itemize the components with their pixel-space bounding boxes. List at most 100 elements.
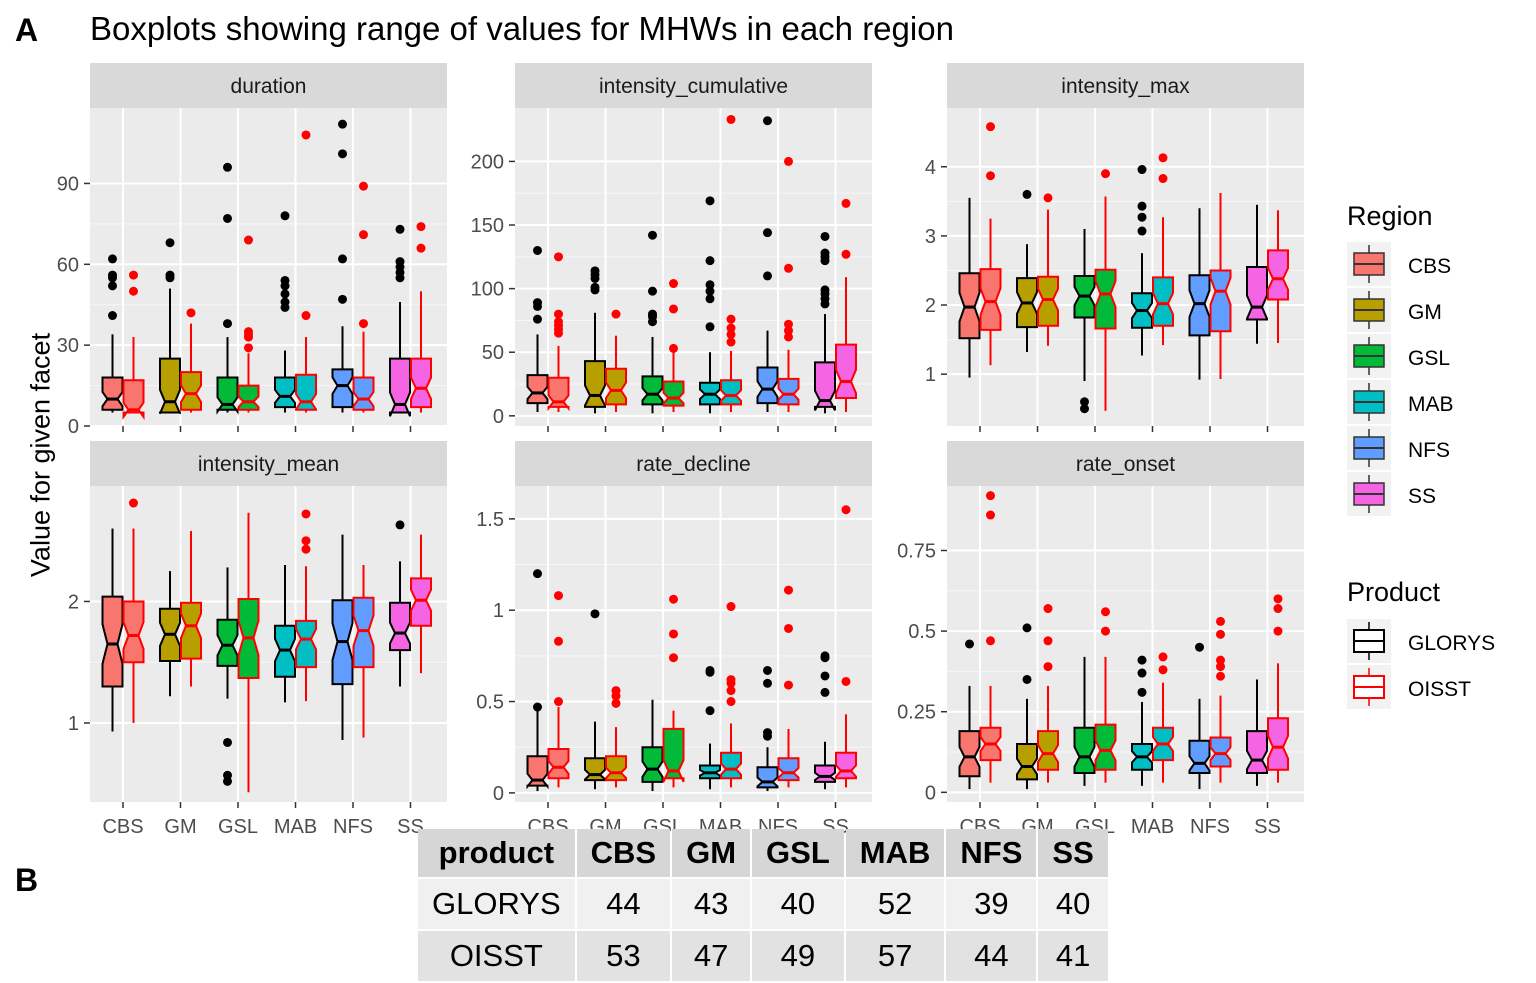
box-glorys-gm [1016,623,1038,790]
facet-duration: duration0306090CBSGMGSLMABNFSSS [57,63,447,462]
box-oisst-gm [180,308,202,413]
legend-item-gm: GM [1347,288,1442,332]
box-body [720,379,742,406]
x-tick-label-mab: MAB [1131,816,1174,838]
box-body [1094,268,1117,330]
outlier-point [108,311,117,321]
table-cell: 41 [1038,931,1108,981]
outlier-point [129,270,138,280]
outlier-point [301,509,311,519]
box-glorys-gsl [216,162,239,415]
outlier-point [1273,594,1283,604]
outlier-point [554,591,563,601]
outlier-point [784,319,793,329]
outlier-point [1273,626,1283,636]
outlier-point [669,279,678,289]
facet-strip [947,63,1304,108]
outlier-point [763,116,772,126]
legend-item-mab: MAB [1347,380,1454,424]
y-tick-label: 2 [925,295,936,317]
outlier-point [986,491,995,501]
table-cell: 44 [946,931,1037,981]
box-glorys-nfs [331,119,354,413]
outlier-point [338,149,347,159]
outlier-point [359,230,368,240]
outlier-point [611,686,621,696]
outlier-point [1043,636,1053,646]
box-body [979,268,1002,331]
box-body [777,377,800,406]
box-oisst-gm [1037,193,1059,346]
box-oisst-ss [835,505,857,788]
box-body [584,757,606,782]
table-cell: 52 [845,879,945,929]
outlier-point [1101,626,1110,636]
outlier-point [705,294,715,304]
box-glorys-nfs [756,116,779,413]
outlier-point [1043,662,1053,672]
box-body [1037,275,1059,327]
table-header-gsl: GSL [752,829,844,877]
facet-panel [515,486,872,802]
outlier-point [165,238,175,248]
x-tick-label-mab: MAB [274,816,317,838]
outlier-point [705,280,715,290]
outlier-point [1137,212,1147,222]
box-oisst-cbs [979,122,1002,366]
outlier-point [726,337,736,347]
outlier-point [1216,671,1225,681]
box-body [1188,739,1211,774]
outlier-point [223,213,232,223]
outlier-point [301,311,311,321]
table-header-gm: GM [672,829,751,877]
outlier-point [1101,607,1110,617]
outlier-point [590,282,600,292]
box-oisst-nfs [1209,193,1232,379]
legend-item-cbs: CBS [1347,242,1451,286]
outlier-point [1216,616,1225,626]
outlier-point [965,639,974,649]
box-body [720,751,742,780]
box-oisst-nfs [777,585,800,788]
outlier-point [338,119,347,129]
outlier-point [784,263,793,273]
outlier-point [1137,668,1147,678]
box-body [1152,276,1174,327]
outlier-point [726,686,736,696]
box-body [1267,249,1289,301]
box-glorys-mab [274,211,296,413]
table-cell: 49 [752,931,844,981]
y-tick-label: 60 [57,254,79,276]
box-glorys-cbs [958,197,981,378]
box-oisst-gm [605,309,627,413]
outlier-point [244,235,253,245]
outlier-point [705,322,715,332]
panel-label-b: B [15,862,39,898]
box-body [216,618,239,667]
box-glorys-gsl [1073,228,1096,414]
legend-label-mab: MAB [1408,393,1454,416]
y-tick-label: 0 [925,782,936,804]
outlier-point [784,332,793,342]
table-cell: 53 [576,931,671,981]
outlier-point [338,294,347,304]
outlier-point [986,510,995,520]
outlier-point [1080,397,1089,407]
table-header-product: product [418,829,575,877]
outlier-point [763,228,772,238]
outlier-point [1137,687,1147,697]
facet-strip-label: duration [231,75,307,98]
x-tick-label-gsl: GSL [218,816,258,838]
outlier-point [705,196,715,206]
outlier-point [395,520,405,530]
box-glorys-ss [1246,204,1268,344]
outlier-point [129,498,138,508]
box-body [101,376,124,411]
box-body [122,379,145,421]
outlier-point [416,222,426,232]
outlier-point [301,130,311,140]
outlier-point [1158,153,1168,163]
facet-panel [90,486,447,802]
box-glorys-mab [1131,655,1153,786]
